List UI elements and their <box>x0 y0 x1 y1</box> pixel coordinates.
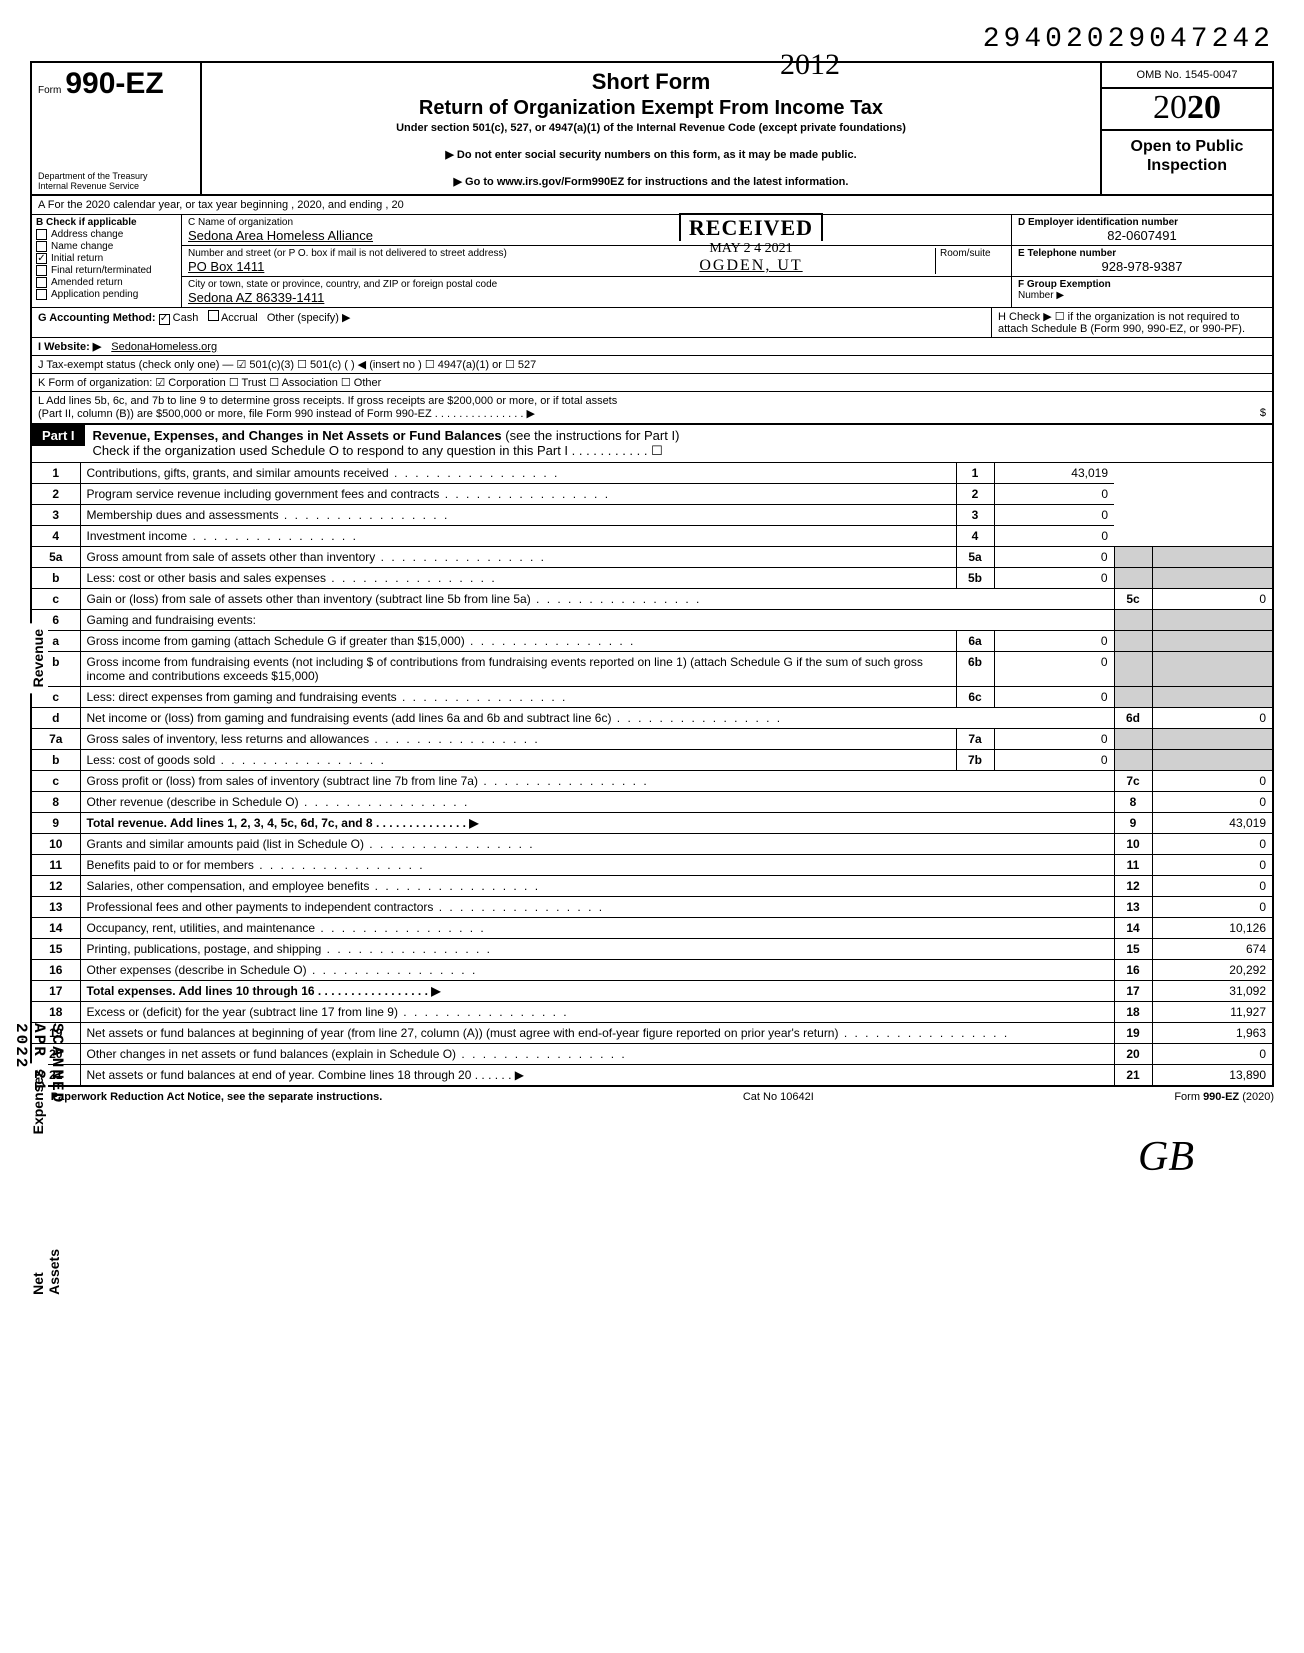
row-l-line2: (Part II, column (B)) are $500,000 or mo… <box>38 408 535 420</box>
footer-mid: Cat No 10642I <box>743 1091 814 1103</box>
street-address: PO Box 1411 <box>188 259 935 274</box>
tel-label: E Telephone number <box>1018 248 1266 259</box>
org-name: Sedona Area Homeless Alliance <box>188 228 1005 243</box>
side-label-revenue: Revenue <box>28 623 48 693</box>
form-title: Return of Organization Exempt From Incom… <box>210 97 1092 120</box>
chk-address-change[interactable] <box>36 229 47 240</box>
city-label: City or town, state or province, country… <box>188 279 1005 290</box>
part-1-title-bold: Revenue, Expenses, and Changes in Net As… <box>93 428 502 443</box>
signature-initials: GB <box>30 1133 1194 1181</box>
form-header: Form 990-EZ Department of the Treasury I… <box>30 61 1274 196</box>
tel-value: 928-978-9387 <box>1018 259 1266 274</box>
ein-value: 82-0607491 <box>1018 228 1266 243</box>
form-word: Form <box>38 85 61 96</box>
chk-accrual[interactable] <box>208 310 219 321</box>
open-to-public: Open to Public Inspection <box>1102 131 1272 181</box>
row-l-dollar: $ <box>1260 407 1266 419</box>
chk-final-return[interactable] <box>36 265 47 276</box>
tax-year: 2020 <box>1102 89 1272 131</box>
col-b-header: B Check if applicable <box>36 217 177 228</box>
accounting-method-label: G Accounting Method: <box>38 312 156 324</box>
street-label: Number and street (or P O. box if mail i… <box>188 248 935 259</box>
part-1-tab: Part I <box>32 425 85 446</box>
scanned-stamp: SCANNED APR 21 2022 <box>12 1023 66 1104</box>
form-subtitle: Under section 501(c), 527, or 4947(a)(1)… <box>210 122 1092 134</box>
group-exemption-number: Number ▶ <box>1018 290 1266 301</box>
row-k-form-org: K Form of organization: ☑ Corporation ☐ … <box>30 374 1274 392</box>
side-label-net-assets: Net Assets <box>28 1243 64 1301</box>
row-j-tax-exempt: J Tax-exempt status (check only one) — ☑… <box>30 356 1274 374</box>
row-l-line1: L Add lines 5b, 6c, and 7b to line 9 to … <box>38 395 1266 407</box>
footer-right: Form 990-EZ (2020) <box>1174 1091 1274 1103</box>
part-1-table: 1Contributions, gifts, grants, and simil… <box>32 463 1272 1085</box>
handwritten-year: 2012 <box>780 48 840 82</box>
dln-number: 29402029047242 <box>30 24 1274 55</box>
part-1-check-line: Check if the organization used Schedule … <box>93 443 1264 459</box>
omb-number: OMB No. 1545-0047 <box>1102 63 1272 89</box>
city-state-zip: Sedona AZ 86339-1411 <box>188 290 1005 305</box>
ein-label: D Employer identification number <box>1018 217 1266 228</box>
dept-line-2: Internal Revenue Service <box>38 182 194 192</box>
chk-initial-return[interactable]: ✓ <box>36 253 47 264</box>
chk-name-change[interactable] <box>36 241 47 252</box>
website-label: I Website: ▶ <box>38 340 101 353</box>
short-form-label: Short Form <box>210 69 1092 95</box>
footer-left: For Paperwork Reduction Act Notice, see … <box>30 1091 382 1103</box>
chk-amended-return[interactable] <box>36 277 47 288</box>
goto-url: ▶ Go to www.irs.gov/Form990EZ for instru… <box>210 175 1092 188</box>
group-exemption-label: F Group Exemption <box>1018 279 1266 290</box>
form-number: 990-EZ <box>65 67 163 101</box>
row-h-check: H Check ▶ ☐ if the organization is not r… <box>992 308 1272 337</box>
name-label: C Name of organization <box>188 217 1005 228</box>
col-b-checkboxes: B Check if applicable Address change Nam… <box>32 215 182 307</box>
ssn-warning: ▶ Do not enter social security numbers o… <box>210 148 1092 161</box>
website-value: SedonaHomeless.org <box>111 341 217 353</box>
chk-application-pending[interactable] <box>36 289 47 300</box>
accounting-other: Other (specify) ▶ <box>267 312 351 324</box>
part-1-title-rest: (see the instructions for Part I) <box>502 428 680 443</box>
room-suite-label: Room/suite <box>935 248 1005 274</box>
chk-cash[interactable]: ✓ <box>159 314 170 325</box>
